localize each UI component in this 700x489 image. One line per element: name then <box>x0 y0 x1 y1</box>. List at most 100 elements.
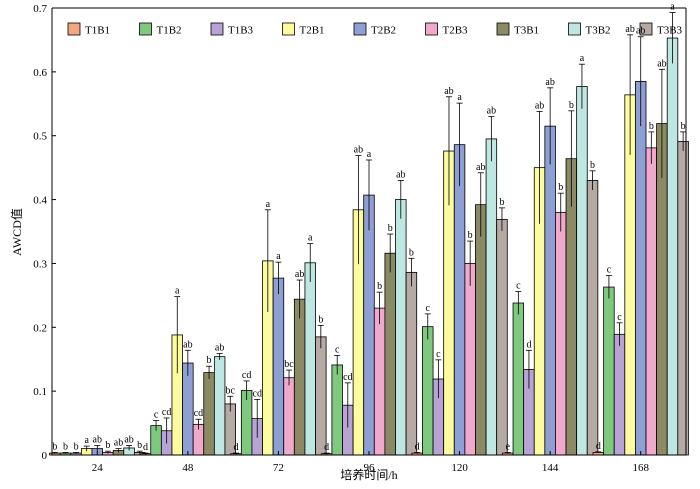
significance-letter: c <box>607 265 612 276</box>
bar <box>213 356 226 456</box>
significance-letter: a <box>84 435 89 446</box>
significance-letters-layer: b b ba abb ab abb dc cdaabcdbabbcdcdcdaabcababd… <box>52 1 685 453</box>
significance-letter: cd <box>343 372 352 383</box>
y-tick-label: 0.7 <box>33 3 47 15</box>
significance-letter: c <box>436 349 441 360</box>
bar <box>576 86 588 456</box>
bar <box>475 204 487 456</box>
significance-letter: c <box>154 410 159 421</box>
legend-label: T1B3 <box>228 25 254 37</box>
y-tick-label: 0.2 <box>33 322 47 334</box>
bar <box>203 372 215 456</box>
significance-letter: b <box>681 121 686 132</box>
bar <box>240 390 253 456</box>
significance-letter: b <box>409 247 414 258</box>
bar <box>485 138 498 456</box>
significance-letter: b <box>52 441 57 452</box>
legend-swatch <box>210 22 224 36</box>
significance-letter: cd <box>194 408 203 419</box>
significance-letter: a <box>308 233 313 244</box>
x-tick-label: 48 <box>182 462 194 474</box>
bar <box>453 144 466 456</box>
bars-layer <box>49 37 689 456</box>
axes <box>51 7 687 456</box>
significance-letter: bc <box>284 359 294 370</box>
significance-letter: a <box>367 149 372 160</box>
bar <box>677 141 689 456</box>
significance-letter: b <box>590 160 595 171</box>
significance-letter: cd <box>162 407 171 418</box>
bar <box>464 263 476 456</box>
bar <box>283 377 295 456</box>
y-tick-label: 0.3 <box>33 258 47 270</box>
x-tick-label: 96 <box>364 462 376 474</box>
bar <box>544 125 556 456</box>
significance-letter: b <box>137 440 142 451</box>
significance-letter: a <box>670 1 675 12</box>
significance-letter: ab <box>396 169 405 180</box>
x-axis-label: 培养时间/h <box>340 467 397 482</box>
x-ticks: 24 48 72 96 120 144 168 <box>92 451 649 474</box>
significance-letter: a <box>580 53 585 64</box>
bar <box>422 326 434 456</box>
bar <box>182 362 194 456</box>
significance-letter: ab <box>476 162 485 173</box>
significance-letter: c <box>335 344 340 355</box>
bar <box>405 271 418 456</box>
significance-letter: ab <box>545 77 554 88</box>
error-bars-layer <box>51 12 687 455</box>
legend-swatch <box>639 22 653 36</box>
bar <box>272 277 285 456</box>
bar <box>613 333 626 456</box>
bar <box>496 218 508 456</box>
legend-label: T2B1 <box>300 25 325 37</box>
significance-letter: b <box>558 182 563 193</box>
significance-letter: d <box>234 442 239 453</box>
bar <box>555 211 567 456</box>
bar <box>586 180 599 456</box>
significance-letter: b <box>377 281 382 292</box>
legend-label: T3B3 <box>657 25 683 37</box>
significance-letter: b <box>649 121 654 132</box>
x-tick-label: 72 <box>273 462 284 474</box>
legend-label: T3B1 <box>514 25 539 37</box>
significance-letter: d <box>526 339 531 350</box>
significance-letter: ab <box>354 145 363 156</box>
bar <box>635 81 647 456</box>
significance-letter: d <box>143 442 148 453</box>
significance-letter: ab <box>657 58 666 69</box>
significance-letter: c <box>617 312 622 323</box>
significance-letter: b <box>318 314 323 325</box>
legend-label: T2B2 <box>371 25 396 37</box>
significance-letter: a <box>266 199 271 210</box>
bar <box>331 364 343 456</box>
significance-letter: b <box>74 441 79 452</box>
significance-letter: ab <box>215 342 224 353</box>
bar <box>315 336 327 456</box>
y-tick-label: 0 <box>42 450 48 462</box>
significance-letter: c <box>516 281 521 292</box>
x-tick-label: 120 <box>451 462 468 474</box>
significance-letter: d <box>324 442 329 453</box>
significance-letter: ab <box>183 339 192 350</box>
significance-letter: ab <box>444 86 453 97</box>
significance-letter: cd <box>242 370 251 381</box>
y-ticks: 0 0.1 0.2 0.3 0.4 0.5 0.6 0.7 <box>33 3 56 462</box>
significance-letter: b <box>207 355 212 366</box>
significance-letter: b <box>499 197 504 208</box>
bar <box>384 252 396 456</box>
significance-letter: d <box>415 441 420 452</box>
significance-letter: cd <box>253 388 262 399</box>
legend-swatch <box>425 22 438 36</box>
y-tick-label: 0.4 <box>33 195 47 207</box>
y-tick-label: 0.6 <box>33 67 47 79</box>
significance-letter: c <box>426 303 431 314</box>
legend-swatch <box>139 22 152 36</box>
significance-letter: ab <box>625 24 634 35</box>
significance-letter: ab <box>124 434 133 445</box>
significance-letter: e <box>506 441 511 452</box>
significance-letter: ab <box>295 269 304 280</box>
bar <box>512 302 525 456</box>
significance-letter: b <box>468 230 473 241</box>
legend-swatch <box>353 22 367 36</box>
